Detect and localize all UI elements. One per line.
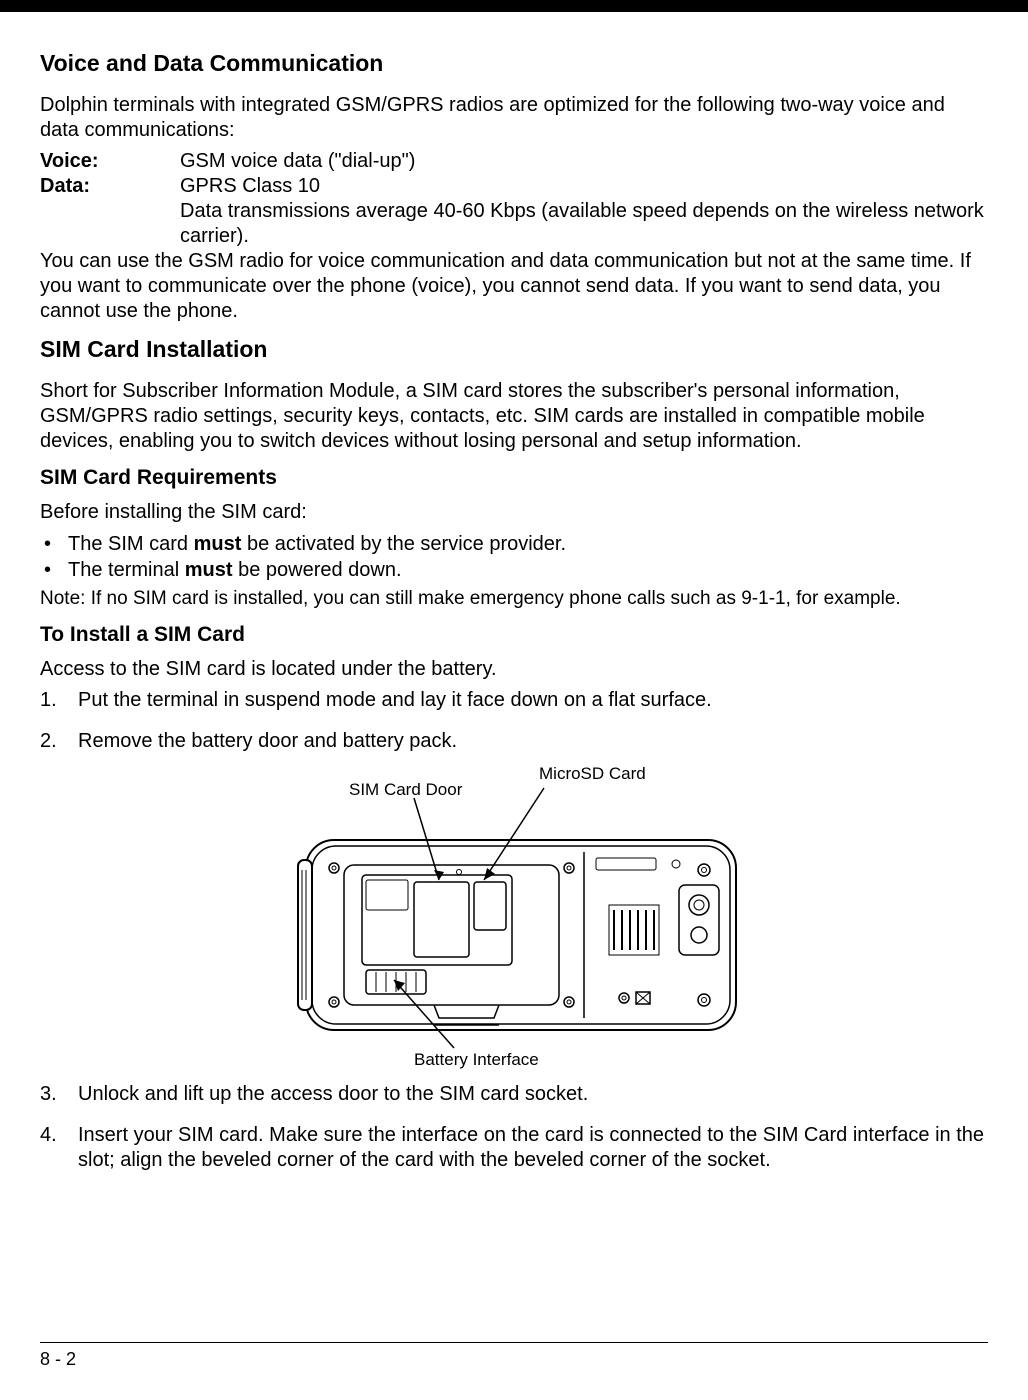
voice-data-note: You can use the GSM radio for voice comm…: [40, 249, 988, 324]
top-bar: [0, 0, 1028, 12]
bullet2-post: be powered down.: [233, 559, 402, 581]
intro-install-steps: Access to the SIM card is located under …: [40, 657, 988, 682]
bullet1-bold: must: [194, 533, 242, 555]
voice-value: GSM voice data ("dial-up"): [180, 149, 988, 174]
bullet1-post: be activated by the service provider.: [241, 533, 566, 555]
data-value: GPRS Class 10 Data transmissions average…: [180, 174, 988, 249]
install-steps-list-cont: Unlock and lift up the access door to th…: [40, 1082, 988, 1173]
page-footer: 8 - 2: [40, 1342, 988, 1370]
data-value-line1: GPRS Class 10: [180, 175, 320, 197]
voice-label: Voice:: [40, 149, 180, 174]
device-svg: [284, 770, 744, 1070]
sim-req-note: Note: If no SIM card is installed, you c…: [40, 587, 988, 611]
label-sim-door: SIM Card Door: [349, 780, 462, 800]
step-4: Insert your SIM card. Make sure the inte…: [40, 1123, 988, 1173]
data-value-line2: Data transmissions average 40-60 Kbps (a…: [180, 200, 984, 247]
note-label: Note:: [40, 588, 85, 609]
heading-sim-req: SIM Card Requirements: [40, 466, 988, 490]
bullet2-pre: The terminal: [68, 559, 185, 581]
bullet2-bold: must: [185, 559, 233, 581]
bullet-2: The terminal must be powered down.: [40, 557, 988, 583]
note-text: If no SIM card is installed, you can sti…: [85, 588, 900, 609]
bullet1-pre: The SIM card: [68, 533, 194, 555]
page-number: 8 - 2: [40, 1349, 76, 1369]
intro-voice-data: Dolphin terminals with integrated GSM/GP…: [40, 93, 988, 143]
label-battery: Battery Interface: [414, 1050, 539, 1070]
step-2: Remove the battery door and battery pack…: [40, 729, 988, 754]
step-1: Put the terminal in suspend mode and lay…: [40, 688, 988, 713]
heading-sim-install: SIM Card Installation: [40, 336, 988, 363]
bullet-1: The SIM card must be activated by the se…: [40, 531, 988, 557]
def-data: Data: GPRS Class 10 Data transmissions a…: [40, 174, 988, 249]
intro-sim-install: Short for Subscriber Information Module,…: [40, 379, 988, 454]
device-diagram: SIM Card Door MicroSD Card Battery Inter…: [284, 770, 744, 1070]
step-3: Unlock and lift up the access door to th…: [40, 1082, 988, 1107]
sim-req-bullets: The SIM card must be activated by the se…: [40, 531, 988, 583]
page-content: Voice and Data Communication Dolphin ter…: [0, 12, 1028, 1173]
heading-voice-data: Voice and Data Communication: [40, 50, 988, 77]
label-microsd: MicroSD Card: [539, 764, 646, 784]
diagram-container: SIM Card Door MicroSD Card Battery Inter…: [40, 770, 988, 1070]
heading-install-steps: To Install a SIM Card: [40, 623, 988, 647]
def-voice: Voice: GSM voice data ("dial-up"): [40, 149, 988, 174]
install-steps-list: Put the terminal in suspend mode and lay…: [40, 688, 988, 754]
intro-sim-req: Before installing the SIM card:: [40, 500, 988, 525]
data-label: Data:: [40, 174, 180, 249]
